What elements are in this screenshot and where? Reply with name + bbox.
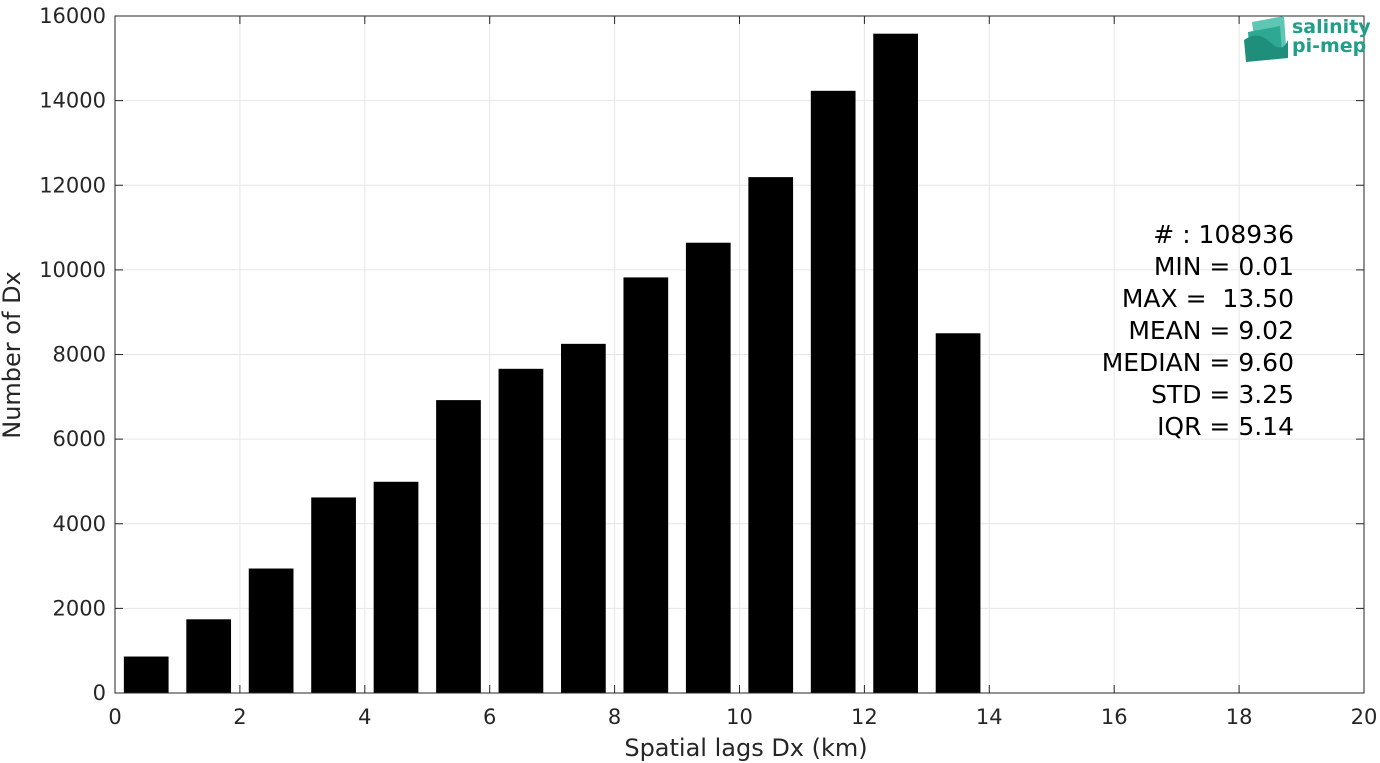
histogram-bar: [248, 568, 294, 694]
x-tick-label: 16: [1101, 705, 1128, 729]
stats-line: MEAN = 9.02: [1128, 316, 1294, 345]
y-tick-label: 10000: [39, 258, 106, 282]
histogram-bar: [561, 343, 606, 694]
y-tick-label: 4000: [53, 512, 106, 536]
salinity-pi-mep-logo: salinity pi-mep: [1244, 16, 1371, 62]
histogram-bar: [873, 33, 918, 694]
stats-line: STD = 3.25: [1151, 380, 1294, 409]
x-axis-label: Spatial lags Dx (km): [624, 734, 867, 762]
x-tick-label: 10: [726, 705, 753, 729]
histogram-bar: [436, 400, 481, 694]
axis-ticks: 0 2 4 6 8 10 12 14 16 18 20 0 2000 4000 6000 8000 10000 1…: [39, 4, 1377, 729]
x-tick-label: 20: [1351, 705, 1378, 729]
x-tick-label: 2: [233, 705, 246, 729]
wave-logo-icon: [1244, 16, 1288, 62]
logo-text-line1: salinity: [1292, 16, 1371, 38]
x-tick-label: 12: [851, 705, 878, 729]
histogram-bar: [748, 177, 794, 694]
bars: [123, 33, 981, 694]
histogram-bar: [935, 333, 981, 694]
x-tick-label: 4: [358, 705, 371, 729]
histogram-bar: [498, 368, 544, 694]
stats-line: # : 108936: [1153, 220, 1294, 249]
histogram-bar: [623, 277, 669, 694]
x-tick-label: 8: [608, 705, 621, 729]
histogram-bar: [810, 90, 856, 694]
y-tick-label: 16000: [39, 4, 106, 28]
stats-line: MIN = 0.01: [1154, 252, 1294, 281]
stats-line: MEDIAN = 9.60: [1102, 348, 1294, 377]
x-tick-label: 6: [483, 705, 496, 729]
histogram-bar: [373, 481, 419, 694]
y-tick-label: 8000: [53, 343, 106, 367]
histogram-bar: [685, 242, 731, 694]
x-tick-label: 14: [976, 705, 1003, 729]
stats-line: MAX = 13.50: [1122, 284, 1294, 313]
histogram-bar: [123, 656, 169, 694]
y-tick-label: 2000: [53, 596, 106, 620]
stats-annotation: # : 108936 MIN = 0.01 MAX = 13.50 MEAN = 9.…: [1102, 220, 1294, 441]
y-tick-label: 0: [93, 681, 106, 705]
y-axis-label: Number of Dx: [0, 271, 26, 438]
stats-line: IQR = 5.14: [1157, 412, 1294, 441]
y-tick-label: 6000: [53, 427, 106, 451]
histogram-bar: [311, 497, 356, 694]
x-tick-label: 18: [1226, 705, 1253, 729]
y-tick-label: 12000: [39, 173, 106, 197]
histogram-bar: [186, 619, 232, 694]
y-tick-label: 14000: [39, 89, 106, 113]
x-tick-label: 0: [108, 705, 121, 729]
logo-text-line2: pi-mep: [1292, 35, 1366, 57]
